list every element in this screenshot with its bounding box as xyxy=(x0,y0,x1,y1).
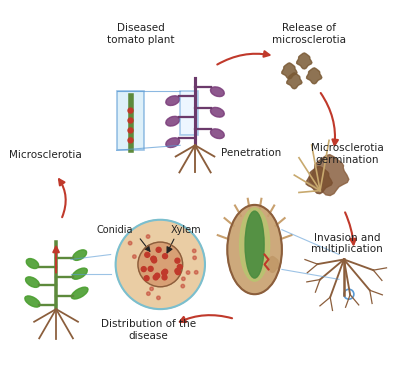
Ellipse shape xyxy=(73,250,86,261)
Circle shape xyxy=(181,284,184,288)
Circle shape xyxy=(146,292,150,296)
Polygon shape xyxy=(282,63,297,79)
Circle shape xyxy=(145,252,150,257)
Circle shape xyxy=(194,271,198,274)
Ellipse shape xyxy=(166,96,180,106)
Circle shape xyxy=(155,273,160,278)
Circle shape xyxy=(176,270,180,274)
Circle shape xyxy=(144,276,149,281)
Ellipse shape xyxy=(166,116,180,126)
Polygon shape xyxy=(287,73,302,89)
Circle shape xyxy=(116,220,205,309)
Ellipse shape xyxy=(26,259,39,268)
Circle shape xyxy=(141,267,146,271)
Text: Distribution of the
disease: Distribution of the disease xyxy=(101,319,196,341)
Circle shape xyxy=(128,128,133,133)
Circle shape xyxy=(128,118,133,123)
Circle shape xyxy=(162,270,166,275)
Circle shape xyxy=(128,138,133,143)
Ellipse shape xyxy=(227,205,282,294)
Circle shape xyxy=(148,267,153,271)
Text: Invasion and
multiplication: Invasion and multiplication xyxy=(311,233,383,254)
Circle shape xyxy=(186,271,190,274)
Circle shape xyxy=(162,254,168,259)
Circle shape xyxy=(175,268,180,273)
Text: Conidia: Conidia xyxy=(96,225,132,234)
Ellipse shape xyxy=(210,107,224,117)
Polygon shape xyxy=(306,166,332,194)
Circle shape xyxy=(146,235,150,238)
Circle shape xyxy=(138,242,183,287)
Circle shape xyxy=(151,256,156,261)
Circle shape xyxy=(133,255,136,258)
FancyBboxPatch shape xyxy=(180,91,198,135)
Ellipse shape xyxy=(240,208,270,281)
Polygon shape xyxy=(310,155,349,196)
Circle shape xyxy=(182,277,185,280)
Circle shape xyxy=(157,296,160,300)
Polygon shape xyxy=(297,53,312,69)
Ellipse shape xyxy=(72,268,87,279)
Text: Xylem: Xylem xyxy=(170,225,201,234)
Circle shape xyxy=(153,275,158,280)
Circle shape xyxy=(156,247,161,252)
Circle shape xyxy=(151,256,156,261)
FancyBboxPatch shape xyxy=(117,91,144,150)
Ellipse shape xyxy=(210,129,224,139)
Circle shape xyxy=(162,275,167,280)
Circle shape xyxy=(175,258,180,263)
Text: Diseased
tomato plant: Diseased tomato plant xyxy=(107,23,174,45)
Circle shape xyxy=(177,265,182,270)
Ellipse shape xyxy=(26,277,39,287)
Circle shape xyxy=(150,287,153,291)
Ellipse shape xyxy=(166,138,180,147)
Text: Microsclerotia
germination: Microsclerotia germination xyxy=(310,143,383,165)
Ellipse shape xyxy=(25,296,40,307)
Circle shape xyxy=(163,269,168,274)
Circle shape xyxy=(128,241,132,245)
Circle shape xyxy=(193,256,196,260)
Ellipse shape xyxy=(71,287,88,299)
Text: Microsclerotia: Microsclerotia xyxy=(10,150,82,160)
Circle shape xyxy=(128,108,133,113)
Ellipse shape xyxy=(210,87,224,97)
Circle shape xyxy=(152,258,157,263)
Polygon shape xyxy=(306,68,322,84)
Text: Release of
microsclerotia: Release of microsclerotia xyxy=(272,23,346,45)
Ellipse shape xyxy=(245,211,264,278)
Polygon shape xyxy=(265,256,280,273)
Text: Penetration: Penetration xyxy=(222,148,282,158)
Circle shape xyxy=(192,249,196,253)
